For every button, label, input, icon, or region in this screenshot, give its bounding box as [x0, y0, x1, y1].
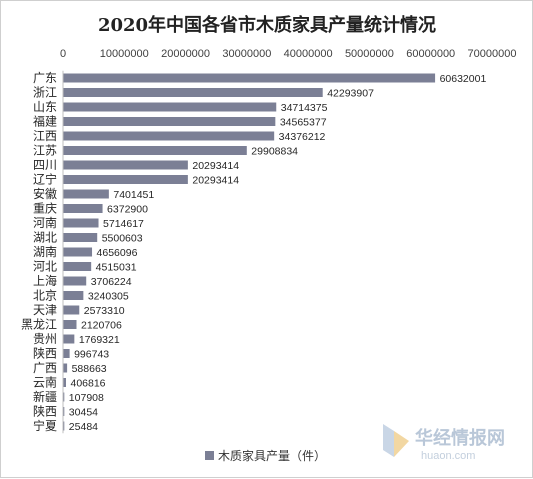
- bar: [63, 204, 103, 213]
- data-label: 3240305: [88, 291, 129, 303]
- legend: 木质家具产量（件）: [205, 448, 326, 463]
- bar: [63, 146, 247, 155]
- bar: [63, 102, 277, 112]
- data-label: 6372900: [107, 204, 148, 216]
- category-label: 山东: [33, 100, 57, 114]
- category-label: 云南: [33, 375, 57, 390]
- legend-label: 木质家具产量（件）: [218, 448, 326, 463]
- bar: [63, 363, 68, 373]
- x-tick-label: 10000000: [100, 48, 149, 60]
- data-label: 30454: [69, 407, 98, 419]
- x-tick-label: 40000000: [284, 48, 333, 60]
- legend-swatch: [205, 451, 214, 460]
- data-label: 107908: [69, 392, 104, 404]
- data-label: 7401451: [113, 189, 154, 201]
- bar: [63, 175, 188, 184]
- bar: [63, 305, 80, 315]
- x-tick-label: 60000000: [406, 48, 455, 60]
- category-label: 重庆: [33, 202, 57, 216]
- bar: [63, 320, 77, 329]
- category-label: 广西: [33, 361, 57, 375]
- data-label: 406816: [70, 378, 105, 390]
- data-label: 20293414: [192, 160, 239, 172]
- bar: [63, 218, 99, 228]
- data-label: 5714617: [103, 218, 144, 230]
- data-label: 4656096: [97, 247, 138, 259]
- category-label: 河北: [33, 260, 57, 274]
- category-label: 辽宁: [33, 172, 57, 187]
- category-label: 宁夏: [33, 418, 57, 433]
- data-label: 2120706: [81, 320, 122, 332]
- category-label: 黑龙江: [21, 318, 57, 332]
- bar: [63, 117, 276, 126]
- bar: [63, 233, 98, 242]
- category-label: 福建: [33, 114, 57, 129]
- category-label: 广东: [33, 71, 57, 85]
- category-label: 湖北: [33, 230, 57, 245]
- x-tick-label: 30000000: [222, 48, 271, 60]
- category-label: 浙江: [33, 86, 57, 100]
- bar: [63, 247, 93, 257]
- data-label: 2573310: [84, 305, 125, 317]
- data-label: 4515031: [96, 262, 137, 274]
- bar: [63, 378, 66, 387]
- bar: [63, 73, 436, 83]
- bar: [63, 392, 65, 402]
- data-labels: 60632001 42293907 34714375 34565377 34376212…: [69, 73, 487, 433]
- x-tick-label: 0: [60, 48, 66, 60]
- category-label: 北京: [33, 289, 57, 303]
- watermark-logo-icon: [383, 424, 409, 457]
- bar: [63, 334, 75, 344]
- x-tick-label: 50000000: [345, 48, 394, 60]
- data-label: 29908834: [251, 146, 298, 158]
- data-label: 60632001: [440, 73, 487, 85]
- data-label: 588663: [72, 363, 107, 375]
- bar: [63, 291, 84, 300]
- data-label: 5500603: [102, 233, 143, 245]
- x-axis-ticks: 0 10000000 20000000 30000000 40000000 5000000…: [60, 48, 517, 60]
- category-label: 安徽: [33, 186, 57, 201]
- bar: [63, 276, 87, 286]
- data-label: 3706224: [91, 276, 132, 288]
- watermark-subtext: huaon.com: [421, 450, 475, 462]
- watermark: 华经情报网 huaon.com: [383, 424, 505, 462]
- data-label: 25484: [69, 421, 98, 433]
- bar: [63, 407, 65, 416]
- category-label: 上海: [33, 273, 57, 288]
- category-label: 陕西: [33, 346, 57, 361]
- y-axis-categories: 广东浙江山东福建江西江苏四川辽宁安徽重庆河南湖北湖南河北上海北京天津黑龙江贵州陕…: [21, 71, 57, 433]
- bar: [63, 262, 92, 271]
- bar: [63, 189, 109, 199]
- data-label: 42293907: [327, 88, 374, 100]
- bar: [63, 349, 70, 358]
- data-label: 34565377: [280, 117, 327, 129]
- x-tick-label: 70000000: [468, 48, 517, 60]
- category-label: 江苏: [33, 144, 57, 158]
- category-label: 湖南: [33, 244, 57, 259]
- data-label: 996743: [74, 349, 109, 361]
- x-tick-label: 20000000: [161, 48, 210, 60]
- category-label: 河南: [33, 215, 57, 230]
- bar: [63, 421, 65, 431]
- data-label: 34376212: [279, 131, 326, 143]
- data-label: 34714375: [281, 102, 328, 114]
- bar: [63, 131, 275, 141]
- bar-series: [63, 73, 436, 431]
- category-label: 贵州: [33, 332, 57, 346]
- data-label: 1769321: [79, 334, 120, 346]
- category-label: 陕西: [33, 404, 57, 419]
- category-label: 新疆: [33, 389, 57, 404]
- category-label: 江西: [33, 129, 57, 143]
- bar: [63, 160, 188, 170]
- data-label: 20293414: [192, 175, 239, 187]
- category-label: 四川: [33, 158, 57, 172]
- chart-title: 2020年中国各省市木质家具产量统计情况: [98, 14, 436, 36]
- category-label: 天津: [33, 303, 57, 317]
- bar: [63, 88, 323, 97]
- watermark-text: 华经情报网: [415, 427, 505, 449]
